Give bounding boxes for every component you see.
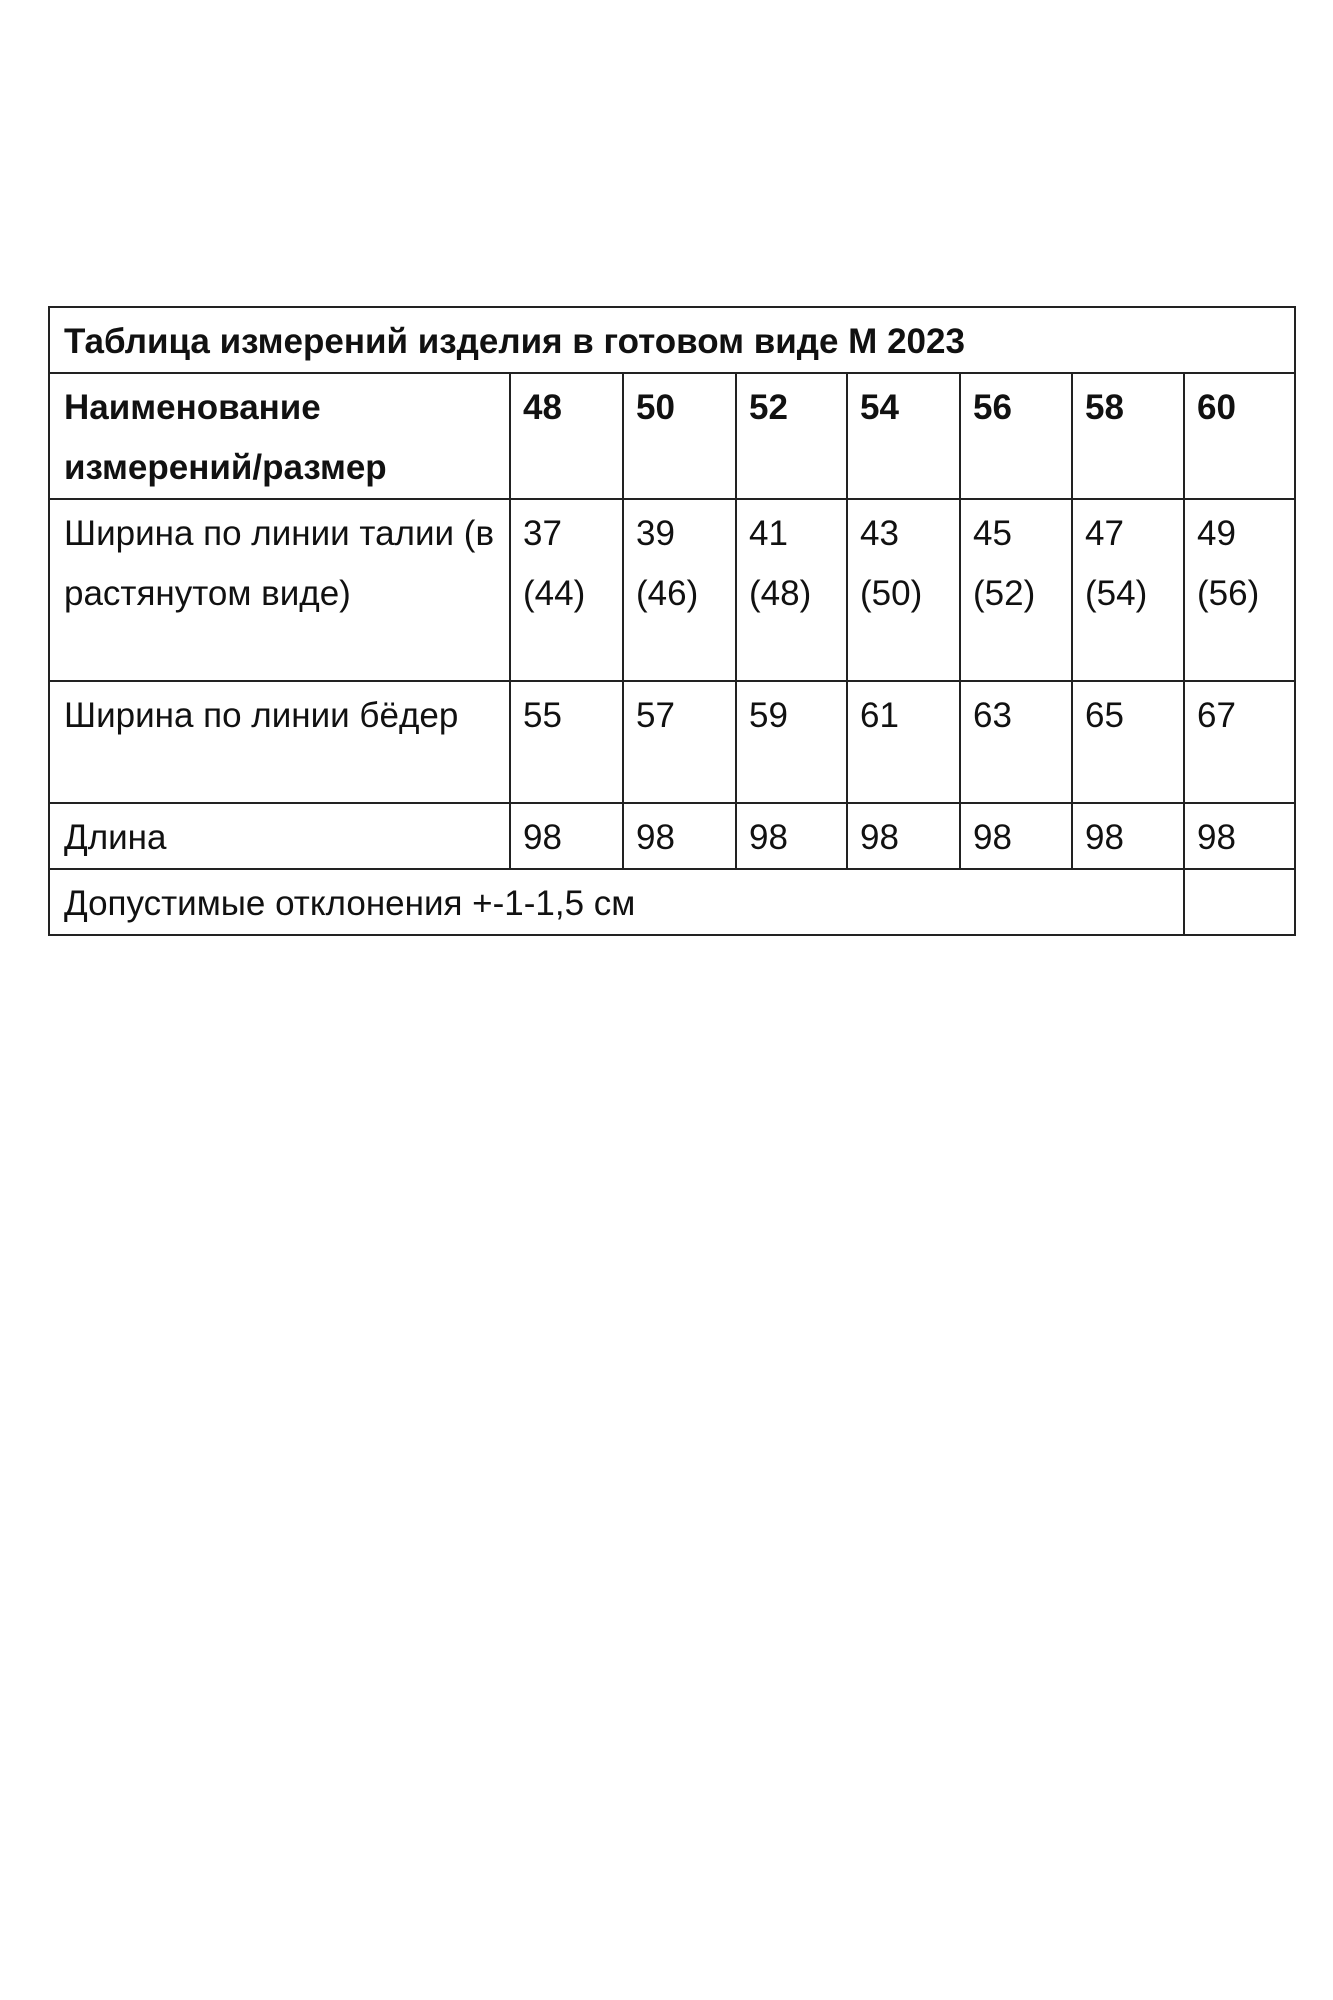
cell: 98 — [959, 802, 1073, 870]
size-header: 60 — [1182, 372, 1297, 500]
size-header: 54 — [846, 372, 961, 500]
row-label: Ширина по линии бёдер — [48, 680, 511, 804]
empty-cell — [1182, 868, 1297, 936]
cell: 39 (46) — [622, 498, 737, 682]
tolerance-note: Допустимые отклонения +-1-1,5 см — [48, 868, 1185, 936]
cell: 49 (56) — [1182, 498, 1297, 682]
cell: 98 — [1071, 802, 1185, 870]
cell: 59 — [735, 680, 848, 804]
cell: 55 — [509, 680, 624, 804]
table-row: Длина 98 98 98 98 98 98 98 — [48, 802, 1297, 870]
note-row: Допустимые отклонения +-1-1,5 см — [48, 868, 1297, 936]
table-row: Ширина по линии талии (в растянутом виде… — [48, 498, 1297, 682]
cell: 61 — [846, 680, 961, 804]
header-row: Наименование измерений/размер 48 50 52 5… — [48, 372, 1297, 500]
cell: 45 (52) — [959, 498, 1073, 682]
size-header: 56 — [959, 372, 1073, 500]
cell: 63 — [959, 680, 1073, 804]
cell: 67 — [1182, 680, 1297, 804]
cell: 65 — [1071, 680, 1185, 804]
cell: 98 — [509, 802, 624, 870]
size-header: 58 — [1071, 372, 1185, 500]
cell: 43 (50) — [846, 498, 961, 682]
table-row: Ширина по линии бёдер 55 57 59 61 63 65 … — [48, 680, 1297, 804]
size-header: 48 — [509, 372, 624, 500]
size-header: 50 — [622, 372, 737, 500]
cell: 57 — [622, 680, 737, 804]
cell: 98 — [1182, 802, 1297, 870]
measurements-table: Таблица измерений изделия в готовом виде… — [47, 306, 1297, 936]
header-label: Наименование измерений/размер — [48, 372, 511, 500]
cell: 98 — [735, 802, 848, 870]
cell: 98 — [622, 802, 737, 870]
cell: 41 (48) — [735, 498, 848, 682]
row-label: Ширина по линии талии (в растянутом виде… — [48, 498, 511, 682]
cell: 47 (54) — [1071, 498, 1185, 682]
row-label: Длина — [48, 802, 511, 870]
table-title: Таблица измерений изделия в готовом виде… — [47, 306, 1297, 374]
cell: 98 — [846, 802, 961, 870]
cell: 37 (44) — [509, 498, 624, 682]
size-header: 52 — [735, 372, 848, 500]
